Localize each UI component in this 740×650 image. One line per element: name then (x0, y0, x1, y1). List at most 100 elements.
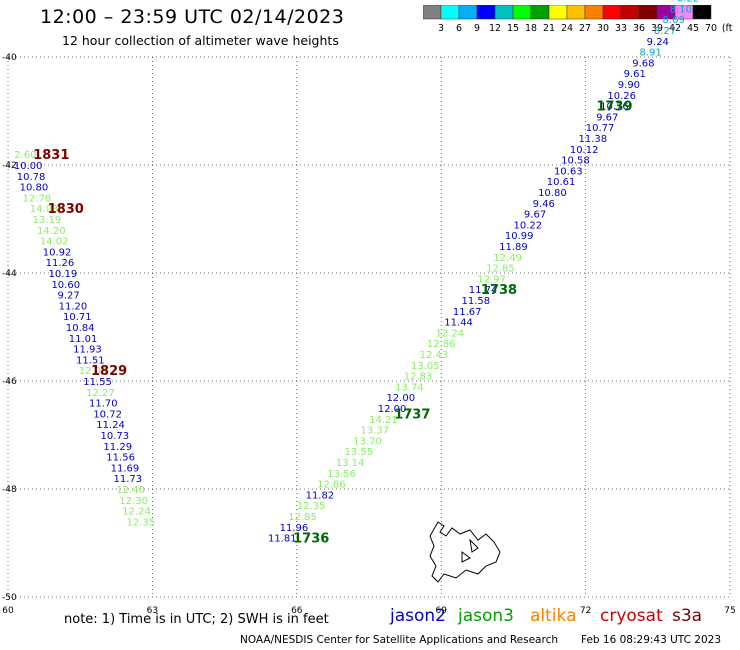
colorbar-tick-label: 42 (669, 23, 681, 34)
wave-height-value: 2.60 (14, 150, 36, 161)
wave-height-value: 13.05 (411, 361, 440, 372)
colorbar-tick-label: 27 (579, 23, 591, 34)
wave-height-value: 12.00 (378, 404, 407, 415)
wave-height-value: 13.70 (353, 436, 382, 447)
wave-height-value: 8.27 (654, 26, 676, 37)
wave-height-value: 10.99 (505, 231, 534, 242)
wave-height-value: 10.71 (63, 312, 92, 323)
legend-jason2: jason2 (390, 606, 446, 626)
wave-height-value: 11.93 (73, 345, 102, 356)
wave-height-value: 12.00 (386, 393, 415, 404)
wave-height-value: 11.29 (103, 442, 132, 453)
colorbar-tick-label: 12 (489, 23, 501, 34)
wave-height-value: 11.82 (306, 490, 335, 501)
wave-height-value: 12.83 (404, 372, 433, 383)
wave-height-value: 9.67 (524, 210, 546, 221)
wave-height-value: 11.20 (59, 301, 88, 312)
wave-height-value: 8.69 (663, 15, 685, 26)
colorbar-tick-label: 3 (438, 23, 444, 34)
pass-time-label: 1831 (33, 148, 69, 163)
wave-height-value: 10.22 (514, 220, 543, 231)
wave-height-value: 10.26 (607, 91, 636, 102)
wave-height-value: 11.89 (499, 242, 528, 253)
pass-time-label: 1736 (293, 532, 329, 547)
wave-height-value: 10.78 (17, 172, 46, 183)
legend-jason3: jason3 (458, 606, 514, 626)
y-tick-label: -42 (2, 161, 17, 171)
wave-height-value: 11.55 (83, 377, 112, 388)
wave-height-value: 10.12 (570, 145, 599, 156)
wave-height-value: 12.27 (86, 388, 115, 399)
colorbar-tick-label: 30 (597, 23, 609, 34)
chart-title: 12:00 – 23:59 UTC 02/14/2023 (40, 6, 345, 28)
wave-height-value: 12.24 (436, 328, 465, 339)
wave-height-value: 9.24 (647, 37, 669, 48)
wave-height-value: 11.44 (444, 318, 473, 329)
wave-height-value: 14.03 (30, 204, 59, 215)
wave-height-value: 13.55 (345, 447, 374, 458)
colorbar-tick-label: 45 (687, 23, 699, 34)
wave-height-value: 14.02 (40, 237, 69, 248)
legend-s3a: s3a (672, 606, 703, 626)
pass-time-label: 1737 (394, 407, 430, 422)
y-tick-label: -46 (2, 377, 17, 387)
wave-height-value: 11.26 (46, 258, 75, 269)
generation-timestamp: Feb 16 08:29:43 UTC 2023 (581, 634, 721, 646)
colorbar-tick-label: 70 (705, 23, 717, 34)
wave-height-value: 12.86 (317, 480, 346, 491)
wave-height-value: 12.85 (288, 512, 317, 523)
wave-height-value: 12.35 (297, 501, 326, 512)
wave-height-value: 10.77 (586, 123, 615, 134)
x-tick-label: 66 (291, 606, 303, 616)
colorbar-tick-label: 21 (543, 23, 555, 34)
wave-height-value: 12.09 (79, 366, 108, 377)
wave-height-value: 13.74 (395, 382, 424, 393)
wave-height-value: 12.43 (420, 350, 449, 361)
colorbar-tick-label: 9 (474, 23, 480, 34)
pass-time-label: 1738 (481, 283, 517, 298)
wave-height-value: 14.20 (37, 226, 66, 237)
wave-height-value: 13.19 (33, 215, 62, 226)
wave-height-value: 9.67 (596, 112, 618, 123)
wave-height-value: 12.86 (427, 339, 456, 350)
wave-height-value: 10.80 (538, 188, 567, 199)
wave-height-value: 12.30 (119, 496, 148, 507)
grid-lines (7, 56, 731, 598)
colorbar-tick-label: 15 (507, 23, 519, 34)
footer-note: note: 1) Time is in UTC; 2) SWH is in fe… (64, 612, 329, 627)
wave-height-value: 11.70 (89, 399, 118, 410)
wave-height-value: 10.84 (66, 323, 95, 334)
legend-altika: altika (530, 606, 577, 626)
wave-height-value: 13.56 (327, 469, 356, 480)
wave-height-value: 10.58 (561, 156, 590, 167)
wave-height-value: 11.01 (69, 334, 98, 345)
colorbar-tick-label: (ft) (722, 23, 733, 34)
colorbar-tick-label: 6 (456, 23, 462, 34)
wave-height-value: 8.91 (639, 48, 661, 59)
wave-height-value: 11.74 (469, 285, 498, 296)
colorbar-tick-label: 33 (615, 23, 627, 34)
colorbar-tick-label: 39 (651, 23, 663, 34)
colorbar-tick-label: 18 (525, 23, 537, 34)
wave-height-value: 13.14 (336, 458, 365, 469)
colorbar-swatch (692, 5, 712, 20)
wave-height-value: 10.19 (49, 269, 78, 280)
colorbar-tick-label: 36 (633, 23, 645, 34)
wave-height-value: 10.72 (93, 409, 122, 420)
x-tick-label: 69 (435, 606, 447, 616)
wave-height-value: 9.90 (618, 80, 640, 91)
wave-height-value: 11.38 (578, 134, 607, 145)
wave-height-value: 11.67 (453, 307, 482, 318)
wave-height-value: 11.69 (111, 463, 140, 474)
wave-height-value: 14.21 (369, 415, 398, 426)
wave-height-value: 12.85 (486, 264, 515, 275)
wave-height-value: 12.40 (116, 485, 145, 496)
y-tick-label: -40 (2, 53, 17, 63)
data-points: 2.6010.0010.7810.8012.7814.0313.1914.201… (14, 0, 699, 545)
wave-height-value: 11.56 (106, 453, 135, 464)
wave-height-value: 10.73 (101, 431, 130, 442)
wave-height-value: 10.80 (20, 183, 49, 194)
x-tick-label: 60 (2, 606, 14, 616)
